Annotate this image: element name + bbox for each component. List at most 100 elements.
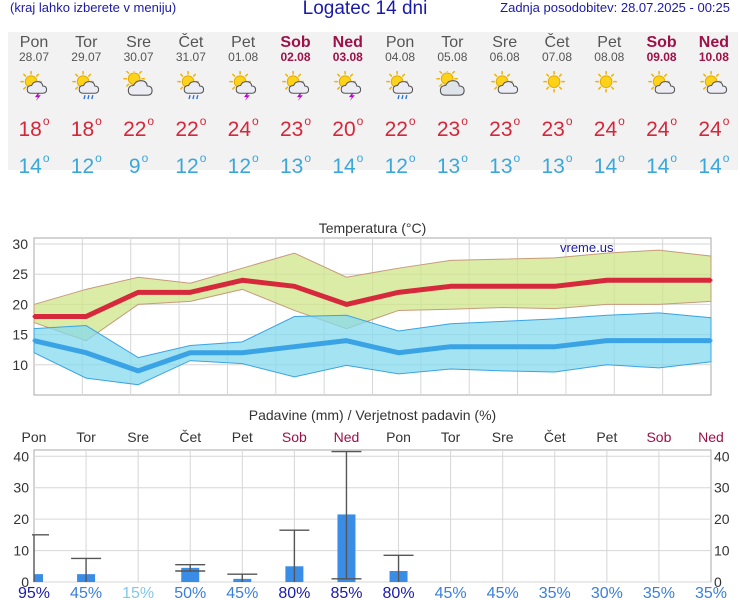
sun-thunder-icon — [229, 71, 257, 101]
sun-rain-icon — [386, 71, 414, 100]
day-label: Sob — [282, 429, 307, 445]
min-temp-point — [84, 351, 88, 355]
day-label: Sob — [646, 429, 671, 445]
min-temp-point — [136, 369, 140, 373]
min-temp-point — [344, 339, 348, 343]
sun-thunder-icon — [281, 71, 309, 101]
temp-max: 22o — [175, 114, 207, 141]
temp-min: 12o — [227, 151, 259, 178]
day-date: 30.07 — [123, 50, 154, 64]
min-temp-point — [449, 345, 453, 349]
temp-max: 22o — [384, 114, 416, 141]
min-temp-point — [32, 339, 36, 343]
max-temp-point — [397, 290, 401, 294]
forecast-day: Sob 09.08 24o 14o — [636, 34, 688, 179]
day-date: 05.08 — [437, 50, 468, 64]
day-name: Ned — [698, 34, 729, 51]
temp-max: 23o — [489, 114, 521, 141]
partly-cloudy-icon — [122, 71, 153, 96]
y-tick-label-right: 30 — [714, 480, 730, 496]
day-date: 09.08 — [646, 50, 677, 64]
precip-probability: 45% — [70, 585, 102, 600]
day-name: Pet — [597, 34, 622, 51]
min-temp-point — [292, 345, 296, 349]
day-date: 06.08 — [489, 50, 520, 64]
temp-max: 23o — [436, 114, 468, 141]
y-tick-label: 15 — [12, 327, 28, 343]
y-tick-label-left: 0 — [21, 574, 29, 590]
forecast-day: Pet 01.08 24o 12o — [217, 34, 269, 179]
max-temp-point — [292, 284, 296, 288]
forecast-day: Pon 28.07 18o 14o — [8, 34, 60, 179]
day-name: Sob — [280, 34, 311, 51]
day-name: Tor — [75, 34, 98, 51]
max-temp-point — [501, 284, 505, 288]
day-label: Sre — [492, 429, 514, 445]
sun-cloud-icon — [490, 71, 518, 94]
max-temp-point — [344, 302, 348, 306]
temp-max: 24o — [227, 114, 259, 141]
temp-min: 14o — [332, 151, 364, 178]
y-tick-label: 25 — [12, 266, 28, 282]
precip-probability: 45% — [487, 585, 519, 600]
max-temp-point — [709, 278, 713, 282]
temp-min: 12o — [384, 151, 416, 178]
page-title: Logatec 14 dni — [302, 0, 428, 19]
day-label: Pet — [232, 429, 253, 445]
forecast-day: Pet 08.08 24o 14o — [583, 34, 635, 179]
sun-thunder-icon — [20, 71, 48, 101]
day-date: 10.08 — [698, 50, 729, 64]
day-label: Pon — [22, 429, 47, 445]
watermark: vreme.us — [560, 240, 614, 255]
day-name: Čet — [178, 34, 204, 51]
plot-area — [33, 449, 712, 583]
day-label: Sre — [127, 429, 149, 445]
day-label: Ned — [698, 429, 724, 445]
forecast-day: Čet 07.08 23o 13o — [531, 34, 583, 179]
precip-probability: 35% — [539, 585, 571, 600]
precip-probability: 35% — [695, 585, 727, 600]
sun-rain-icon — [177, 71, 205, 100]
forecast-day: Sre 06.08 23o 13o — [479, 34, 531, 179]
temp-max: 23o — [279, 114, 312, 141]
precip-probability: 45% — [226, 585, 258, 600]
day-name: Sob — [646, 34, 677, 51]
day-label: Čet — [544, 429, 566, 445]
forecast-day: Sob 02.08 23o 13o — [270, 34, 322, 179]
precip-probability: 95% — [18, 585, 50, 600]
sun-cloud-icon — [647, 71, 675, 94]
day-date: 02.08 — [280, 50, 311, 64]
temp-min: 14o — [698, 151, 730, 178]
max-temp-point — [84, 315, 88, 318]
day-name: Ned — [332, 34, 363, 51]
max-temp-point — [449, 284, 453, 288]
day-name: Tor — [441, 34, 464, 51]
y-tick-label: 30 — [12, 236, 28, 252]
forecast-day: Ned 03.08 20o 14o — [322, 34, 374, 179]
day-date: 31.07 — [175, 50, 206, 64]
max-temp-point — [136, 290, 140, 294]
min-temp-point — [501, 345, 505, 349]
last-update: Zadnja posodobitev: 28.07.2025 - 00:25 — [500, 0, 730, 15]
day-date: 08.08 — [594, 50, 625, 64]
y-tick-label-right: 40 — [714, 448, 730, 464]
temp-max: 22o — [123, 114, 155, 141]
day-label: Pet — [596, 429, 617, 445]
day-label: Pon — [386, 429, 411, 445]
cloudy-icon — [436, 71, 466, 96]
day-date: 28.07 — [18, 50, 50, 64]
y-tick-label-right: 10 — [714, 543, 730, 559]
max-temp-point — [32, 315, 36, 318]
temp-max: 18o — [70, 114, 102, 141]
y-tick-label-left: 40 — [13, 448, 29, 464]
temp-min: 13o — [279, 151, 312, 178]
day-name: Pet — [231, 34, 256, 51]
y-tick-label: 20 — [12, 296, 28, 312]
temp-max: 24o — [646, 114, 678, 141]
header-menu-hint[interactable]: (kraj lahko izberete v meniju) — [10, 0, 177, 15]
day-label: Tor — [441, 429, 461, 445]
precip-probability: 45% — [435, 585, 467, 600]
min-temp-line — [33, 338, 711, 374]
temp-max: 24o — [698, 114, 730, 141]
min-temp-point — [657, 339, 661, 343]
